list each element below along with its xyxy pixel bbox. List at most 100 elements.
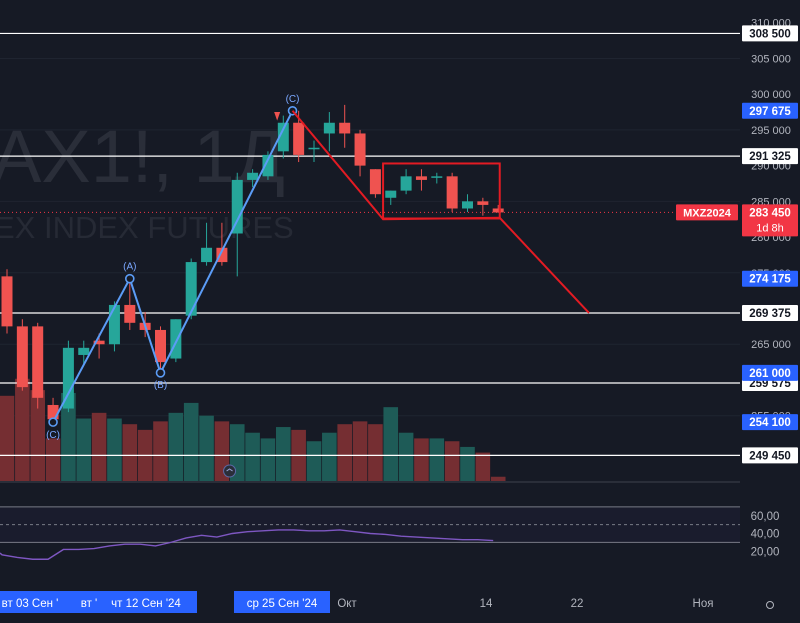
wave-point[interactable] — [125, 273, 135, 284]
candle-body[interactable] — [385, 190, 397, 198]
wave-label: (B) — [154, 380, 167, 391]
candle-body[interactable] — [155, 329, 166, 363]
candle-body[interactable] — [492, 208, 504, 213]
rsi-tick-label: 20,00 — [751, 546, 780, 558]
rsi-line[interactable] — [0, 529, 494, 560]
candle-body[interactable] — [108, 304, 120, 345]
candle-body[interactable] — [446, 176, 458, 209]
volume-bar — [76, 418, 92, 481]
candle-body[interactable] — [231, 179, 243, 234]
volume-bar — [322, 432, 337, 481]
volume-bar — [460, 446, 475, 481]
volume-bar — [15, 378, 30, 481]
candle-body[interactable] — [462, 201, 473, 209]
candle-body[interactable] — [293, 122, 305, 155]
volume-bar — [490, 476, 506, 481]
volume-bar — [0, 395, 15, 481]
level-badge[interactable] — [742, 304, 798, 321]
volume-bar — [260, 438, 276, 481]
candle-body[interactable] — [47, 404, 59, 420]
candle-body[interactable] — [369, 169, 381, 195]
candle-body[interactable] — [431, 176, 443, 178]
level-badge[interactable] — [742, 25, 798, 42]
event-icon[interactable] — [223, 464, 237, 478]
candle-body[interactable] — [78, 347, 90, 355]
price-tick-label: 295 000 — [751, 125, 791, 137]
candle-body[interactable] — [16, 326, 28, 388]
candle-body[interactable] — [93, 340, 105, 345]
time-label: Ноя — [693, 598, 714, 610]
time-range-highlight[interactable] — [0, 591, 197, 613]
settings-icon[interactable] — [766, 601, 774, 609]
candle-body[interactable] — [201, 247, 213, 263]
candle-body[interactable] — [277, 122, 289, 152]
wave-point[interactable] — [155, 368, 166, 378]
candle-body[interactable] — [477, 201, 489, 205]
current-price-badge[interactable] — [742, 204, 798, 237]
level-badge[interactable] — [742, 148, 798, 165]
countdown-text: 1d 8h — [756, 222, 784, 234]
volume-bar — [414, 438, 429, 481]
time-label: 22 — [571, 598, 584, 610]
volume-bar — [398, 432, 414, 481]
volume-bar — [199, 415, 214, 481]
wave-label: (C) — [286, 94, 300, 105]
wave-line[interactable] — [52, 110, 294, 423]
wave-point[interactable] — [48, 417, 58, 427]
candle-body[interactable] — [247, 172, 259, 180]
candle-body[interactable] — [415, 176, 427, 180]
volume-bar — [368, 424, 383, 481]
candle-body[interactable] — [32, 326, 44, 398]
signal-marker — [274, 112, 281, 121]
price-badge[interactable] — [742, 270, 798, 287]
volume-bar — [475, 452, 491, 481]
candle-body[interactable] — [1, 276, 13, 327]
volume-bar — [45, 438, 61, 481]
time-cursor-highlight[interactable] — [234, 591, 330, 613]
volume-bar — [337, 424, 352, 481]
candle-body[interactable] — [216, 247, 228, 263]
watermark-description: EX INDEX FUTURES — [0, 210, 294, 245]
volume-bar — [276, 427, 291, 481]
volume-bar — [168, 412, 184, 481]
price-badge-text: 261 000 — [749, 368, 791, 380]
volume-bar — [352, 421, 368, 481]
volume-bar — [429, 438, 445, 481]
symbol-tag[interactable] — [676, 204, 738, 221]
level-badge-text: 259 575 — [749, 378, 791, 390]
volume-bar — [306, 441, 322, 481]
volume-bar — [153, 421, 168, 481]
volume-bar — [91, 412, 107, 481]
candle-body[interactable] — [124, 304, 136, 323]
wave-label: (A) — [123, 262, 136, 273]
candle-body[interactable] — [185, 262, 197, 316]
time-label: вт ' — [81, 598, 98, 610]
price-badge-text: 274 175 — [749, 274, 791, 286]
price-badge[interactable] — [742, 364, 798, 381]
volume-bar — [183, 402, 199, 481]
price-badge-text: 297 675 — [749, 106, 791, 118]
candle-body[interactable] — [354, 133, 366, 166]
candle-body[interactable] — [323, 122, 335, 134]
time-label: Окт — [337, 598, 357, 610]
rsi-tick-label: 60,00 — [751, 511, 780, 523]
consolidation-box[interactable] — [382, 162, 501, 220]
time-label: чт 12 Сен '24 — [111, 598, 181, 610]
candle-body[interactable] — [262, 154, 274, 177]
candle-body[interactable] — [339, 122, 351, 134]
time-label: 14 — [480, 598, 493, 610]
candle-body[interactable] — [62, 347, 74, 409]
price-badge[interactable] — [742, 102, 798, 119]
candle-body[interactable] — [170, 319, 182, 359]
candle-body[interactable] — [308, 147, 320, 150]
price-badge[interactable] — [742, 414, 798, 431]
level-badge[interactable] — [742, 447, 798, 464]
price-tick-label: 265 000 — [751, 339, 791, 351]
rsi-band — [0, 506, 740, 543]
candle-body[interactable] — [400, 176, 412, 191]
level-badge-text: 269 375 — [749, 308, 791, 320]
rsi-tick-label: 40,00 — [751, 529, 780, 541]
volume-bar — [383, 407, 399, 481]
event-icon-glyph — [226, 468, 233, 472]
